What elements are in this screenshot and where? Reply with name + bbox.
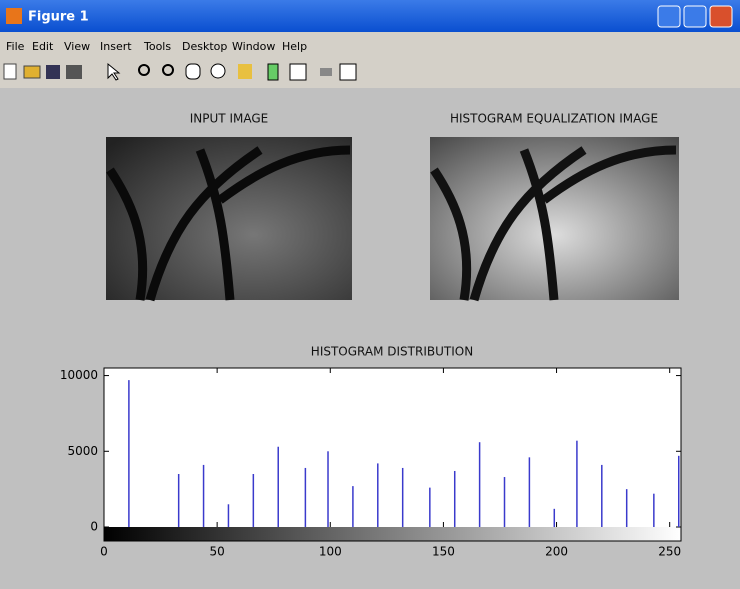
menu-item[interactable]: Tools [143,40,171,53]
menu-item[interactable]: View [64,40,90,53]
menu-item[interactable]: Edit [32,40,54,53]
tool-icon[interactable] [340,64,356,80]
tool-icon[interactable] [66,65,82,79]
y-tick-label: 10000 [60,368,98,382]
maximize-button[interactable] [684,6,706,27]
tool-icon[interactable] [268,64,278,80]
tool-icon[interactable] [46,65,60,79]
window-title: Figure 1 [28,10,89,25]
tool-icon[interactable] [186,64,200,79]
x-tick-label: 150 [432,545,455,559]
menu-item[interactable]: Desktop [182,40,227,53]
minimize-button[interactable] [658,6,680,27]
window: Figure 1 File Edit View Insert Tools Desktop W… [0,0,740,589]
equalized-image [430,137,679,300]
title-bar [0,0,740,32]
app-icon [6,8,22,24]
tool-icon[interactable] [24,66,40,78]
tool-icon[interactable] [238,64,252,79]
tool-icon[interactable] [211,64,225,78]
x-tick-label: 200 [545,545,568,559]
tool-icon[interactable] [4,64,16,79]
x-tick-label: 250 [658,545,681,559]
tool-icon[interactable] [290,64,306,80]
image-title: HISTOGRAM EQUALIZATION IMAGE [450,112,658,126]
menu-bar: File Edit View Insert Tools Desktop Window Help [6,40,307,53]
colorbar [104,527,681,541]
close-button[interactable] [710,6,732,27]
y-tick-label: 5000 [67,444,98,458]
x-tick-label: 50 [209,545,224,559]
y-tick-label: 0 [90,520,98,534]
x-tick-label: 100 [319,545,342,559]
plot-area [104,368,681,541]
menu-item[interactable]: Help [282,40,307,53]
page: {"window": {"title": "Figure 1", "menu":… [0,0,740,589]
menu-item[interactable]: Window [232,40,275,53]
image-title: INPUT IMAGE [190,112,268,126]
input-image [106,137,352,300]
chart-title: HISTOGRAM DISTRIBUTION [311,345,473,359]
x-tick-label: 0 [100,545,108,559]
menu-item[interactable]: File [6,40,25,53]
tool-icon[interactable] [320,68,332,76]
menu-item[interactable]: Insert [100,40,132,53]
